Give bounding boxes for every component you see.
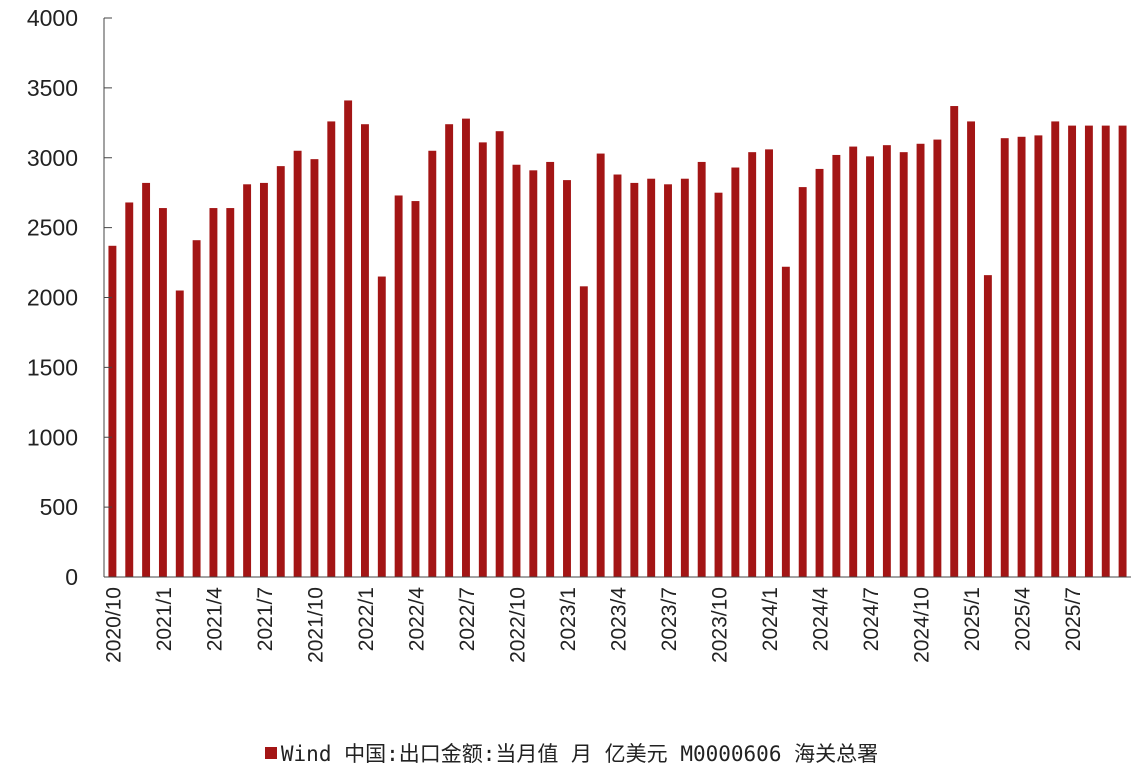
bar-2022-7 [462, 118, 470, 578]
bar-2022-6 [445, 124, 454, 578]
bar-2024-6 [849, 146, 858, 577]
y-tick-label: 500 [40, 494, 78, 520]
x-tick-label-2024-1: 2024/1 [759, 587, 782, 651]
bar-2020-10 [108, 245, 117, 578]
bar-2022-2 [377, 276, 386, 577]
bar-2024-1 [765, 149, 773, 577]
bar-2023-12 [748, 152, 757, 577]
bar-2022-11 [529, 170, 538, 577]
y-tick-label: 3500 [27, 75, 78, 101]
bar-2025-1 [967, 121, 976, 578]
bars-group [108, 100, 1127, 578]
bar-2023-1 [563, 180, 571, 578]
bar-2024-11 [933, 139, 942, 577]
bar-2023-3 [596, 153, 605, 577]
bar-2025-3 [1000, 138, 1009, 577]
bar-2024-10 [916, 143, 925, 577]
x-tick-label-2025-4: 2025/4 [1012, 587, 1035, 652]
bar-2025-8 [1084, 125, 1093, 578]
x-tick-label-2021-7: 2021/7 [254, 587, 277, 651]
bar-2025-5 [1034, 135, 1043, 577]
bar-2020-12 [142, 182, 151, 577]
x-tick-label-2025-1: 2025/1 [961, 587, 984, 651]
bar-2023-2 [579, 286, 588, 577]
bar-2023-8 [680, 178, 689, 577]
x-tick-label-2024-7: 2024/7 [860, 587, 883, 651]
bar-2021-10 [310, 159, 319, 577]
bar-2022-8 [478, 142, 487, 577]
bar-2023-9 [697, 161, 706, 577]
bar-2025-4 [1017, 136, 1026, 578]
bar-2022-5 [428, 150, 437, 577]
y-tick-label: 1000 [27, 424, 78, 450]
legend-label: Wind 中国:出口金额:当月值 月 亿美元 M0000606 海关总署 [280, 742, 879, 766]
bar-2025-6 [1051, 121, 1060, 578]
bar-2024-7 [866, 156, 874, 577]
bar-2024-2 [781, 266, 790, 577]
bar-2024-8 [882, 145, 891, 578]
bar-2022-4 [411, 201, 420, 577]
bar-2025-10 [1118, 125, 1127, 578]
y-tick-label: 1500 [27, 354, 78, 380]
bar-2021-3 [192, 240, 201, 577]
y-axis-ticks: 0 500 1000 1500 2000 2500 3000 3500 4000 [27, 5, 112, 590]
x-tick-label-2021-1: 2021/1 [153, 587, 176, 651]
bar-2021-2 [175, 290, 184, 577]
bar-2021-9 [293, 150, 302, 577]
bar-2021-11 [327, 121, 336, 578]
bar-2025-9 [1101, 125, 1110, 578]
x-tick-label-2022-7: 2022/7 [456, 587, 479, 651]
x-tick-label-2021-4: 2021/4 [203, 587, 226, 652]
x-tick-label-2022-1: 2022/1 [355, 587, 378, 651]
x-tick-label-2023-10: 2023/10 [709, 587, 732, 663]
bar-2021-6 [243, 184, 252, 578]
bar-2022-12 [546, 161, 555, 577]
bar-2021-7 [259, 182, 268, 577]
bar-2021-8 [276, 166, 285, 577]
bar-2022-9 [495, 131, 504, 577]
y-tick-label: 4000 [27, 5, 78, 31]
bar-2025-2 [983, 275, 992, 577]
x-tick-label-2023-1: 2023/1 [557, 587, 580, 651]
x-tick-label-2022-10: 2022/10 [506, 587, 529, 663]
bar-2022-3 [394, 195, 403, 578]
x-tick-label-2024-10: 2024/10 [911, 587, 934, 663]
bar-2021-1 [158, 208, 167, 577]
bar-2024-9 [899, 152, 908, 577]
bar-2023-10 [714, 192, 723, 577]
bar-2022-10 [512, 164, 521, 578]
bar-2021-5 [226, 208, 235, 577]
x-tick-label-2023-4: 2023/4 [608, 587, 631, 652]
bar-2023-5 [630, 182, 639, 577]
x-tick-label-2023-7: 2023/7 [658, 587, 681, 651]
bar-2024-4 [815, 168, 824, 577]
y-tick-label: 2500 [27, 215, 78, 241]
x-tick-label-2024-4: 2024/4 [810, 587, 833, 652]
bar-2024-12 [950, 106, 959, 577]
x-tick-label-2020-10: 2020/10 [102, 587, 125, 663]
y-tick-label: 2000 [27, 285, 78, 311]
legend-swatch [264, 747, 277, 759]
bar-2025-7 [1068, 125, 1077, 578]
legend: Wind 中国:出口金额:当月值 月 亿美元 M0000606 海关总署 [0, 738, 1143, 768]
bar-2023-6 [647, 178, 656, 577]
bar-2022-1 [361, 124, 369, 578]
bar-2021-4 [209, 208, 218, 577]
bar-2023-4 [613, 174, 622, 577]
bar-2024-5 [832, 154, 841, 577]
y-tick-label: 0 [65, 564, 78, 590]
y-tick-label: 3000 [27, 145, 78, 171]
bar-2021-12 [344, 100, 353, 577]
x-axis-ticks: 2020/10 2021/1 2021/4 2021/7 2021/10 2022/1 20… [102, 587, 1085, 663]
x-tick-label-2022-4: 2022/4 [405, 587, 428, 652]
bar-2023-7 [664, 184, 672, 578]
x-tick-label-2025-7: 2025/7 [1062, 587, 1085, 651]
bar-2024-3 [798, 187, 807, 577]
bar-2020-11 [125, 202, 134, 577]
x-tick-label-2021-10: 2021/10 [304, 587, 327, 663]
bar-2023-11 [731, 167, 740, 577]
